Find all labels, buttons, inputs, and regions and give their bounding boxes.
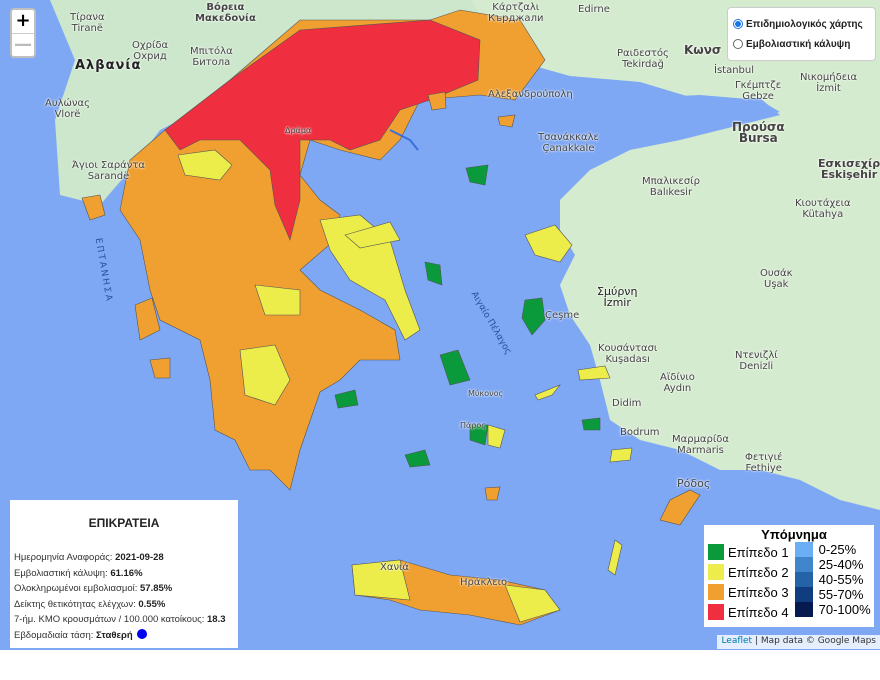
map-label: Bodrum [620, 427, 660, 438]
map-label: Αλεξανδρούπολη [488, 89, 573, 100]
legend-item: 40-55% [794, 572, 871, 587]
map-label: Αϊδίνιο Aydın [660, 372, 695, 394]
map-label: Νικομήδεια İzmit [800, 72, 858, 94]
map-label: Βόρεια Μακεδονία [195, 2, 256, 24]
map-label: Ντενιζλί Denizli [735, 350, 778, 372]
karpathos [607, 539, 623, 576]
info-row-positivity: Δείκτης θετικότητας ελέγχων: 0.55% [14, 598, 166, 610]
map-label: Τσανάκκαλε Çanakkale [538, 132, 599, 154]
region-level2 [239, 344, 291, 406]
map-label: Άγιοι Σαράντα Sarandë [72, 160, 145, 182]
skiathos-alonissos [344, 221, 401, 249]
map-label: Γκέμπτζε Gebze [735, 80, 782, 102]
attribution: Leaflet | Map data © Google Maps [717, 635, 880, 649]
radio-epidemiological-map[interactable]: Επιδημιολογικός χάρτης [733, 14, 870, 34]
map-label: Δράμα [285, 126, 312, 135]
limnos [465, 164, 489, 186]
milos [404, 449, 431, 468]
map-label: Ηράκλειο [460, 577, 508, 588]
info-row-coverage: Εμβολιαστική κάλυψη: 61.16% [14, 567, 143, 579]
layer-switcher: Επιδημιολογικός χάρτης Εμβολιαστική κάλυ… [727, 7, 876, 61]
turkey-land [470, 0, 880, 510]
samothraki [497, 114, 516, 128]
legend-item: 25-40% [794, 557, 871, 572]
legend-item: Επίπεδο 1 [708, 542, 789, 562]
corfu [81, 194, 106, 221]
zoom-out-button[interactable]: — [12, 33, 34, 55]
map-label: Τίρανα Tiranë [70, 12, 105, 34]
map-label: Μαρμαρίδα Marmaris [672, 434, 729, 456]
kos [581, 417, 601, 431]
map-label: Κάρτζαλι Кърджали [488, 2, 544, 24]
info-title: ΕΠΙΚΡΑΤΕΙΑ [88, 516, 160, 530]
legend-item: 70-100% [794, 602, 871, 617]
map-label: Εσκισεχίρ Eskişehir [818, 157, 880, 181]
legend-item: Επίπεδο 4 [708, 602, 789, 622]
legend: Υπόμνημα Επίπεδο 1 Επίπεδο 2 Επίπεδο 3 Ε… [704, 525, 874, 627]
map-label: Çeşme [545, 310, 580, 321]
info-panel: ΕΠΙΚΡΑΤΕΙΑ Ημερομηνία Αναφοράς: 2021-09-… [10, 500, 238, 648]
map-label: Χανιά [380, 562, 410, 573]
map-label: Κιουτάχεια Kütahya [795, 198, 851, 220]
map-label: Κωνσ [684, 43, 722, 57]
santorini [484, 486, 501, 501]
paros-area [487, 424, 506, 449]
map-label: Αλβανία [75, 58, 142, 73]
map-label: İstanbul [714, 65, 755, 76]
samos [577, 365, 611, 381]
thasos [427, 91, 447, 111]
lesvos [524, 224, 573, 263]
map-label: Μπαλικεσίρ Balıkesir [642, 176, 700, 198]
ikaria [534, 384, 561, 401]
crete-west [351, 559, 411, 601]
map-label: Προύσα Bursa [732, 120, 785, 145]
radio-selected-icon[interactable] [733, 19, 743, 29]
naxos [469, 424, 489, 446]
chios [521, 297, 546, 336]
legend-item: Επίπεδο 2 [708, 562, 789, 582]
map-label: Didim [612, 398, 642, 409]
map-label: Μύκονος [468, 389, 504, 398]
map-label: Αυλώνας Vlorë [45, 98, 90, 120]
info-row-cases: 7-ήμ. ΚΜΟ κρουσμάτων / 100.000 κατοίκους… [14, 614, 226, 625]
andros-tinos [439, 349, 471, 386]
map-canvas [50, 0, 880, 626]
radio-vaccination-coverage[interactable]: Εμβολιαστική κάλυψη [733, 34, 870, 54]
info-row-date: Ημερομηνία Αναφοράς: 2021-09-28 [14, 552, 164, 563]
zoom-control: + — [10, 8, 36, 58]
trend-dot-icon [136, 628, 147, 639]
legend-item: Επίπεδο 3 [708, 582, 789, 602]
legend-item: 0-25% [794, 542, 871, 557]
map-label: Μπιτόλα Битола [190, 46, 233, 68]
map-label: Ουσάκ Uşak [760, 268, 793, 290]
rhodes [659, 489, 701, 526]
region-level2 [254, 284, 301, 316]
legend-item: 55-70% [794, 587, 871, 602]
map-label: Κουσάντασι Kuşadası [598, 343, 658, 365]
kefalonia [134, 297, 161, 341]
evros-border [389, 129, 419, 151]
legend-title: Υπόμνημα [761, 527, 827, 542]
zoom-in-button[interactable]: + [15, 10, 31, 31]
map-label: Ρόδος [677, 477, 711, 490]
euboea-extra [424, 261, 443, 286]
map-label: Οχρίδα Охрид [132, 40, 169, 62]
map-label: Πάρος [460, 421, 486, 430]
leaflet-link[interactable]: Leaflet [721, 636, 753, 646]
region-level2 [177, 149, 233, 181]
map-label: Φετιγιέ Fethiye [745, 452, 783, 474]
dodecanese [609, 447, 633, 463]
map-label: Σμύρνη İzmir [597, 285, 638, 309]
map-label: Edirne [578, 4, 610, 15]
info-row-trend: Εβδομαδιαία τάση: Σταθερή [14, 628, 234, 644]
marmara-sea [560, 95, 780, 140]
radio-unselected-icon[interactable] [733, 39, 743, 49]
crete-east [504, 584, 561, 623]
zakynthos [149, 357, 171, 379]
aegina [334, 389, 359, 409]
info-row-completed: Ολοκληρωμένοι εμβολιασμοί: 57.85% [14, 583, 173, 594]
region-level4 [164, 19, 481, 241]
map-label: Ραιδεστός Tekirdağ [617, 48, 669, 70]
